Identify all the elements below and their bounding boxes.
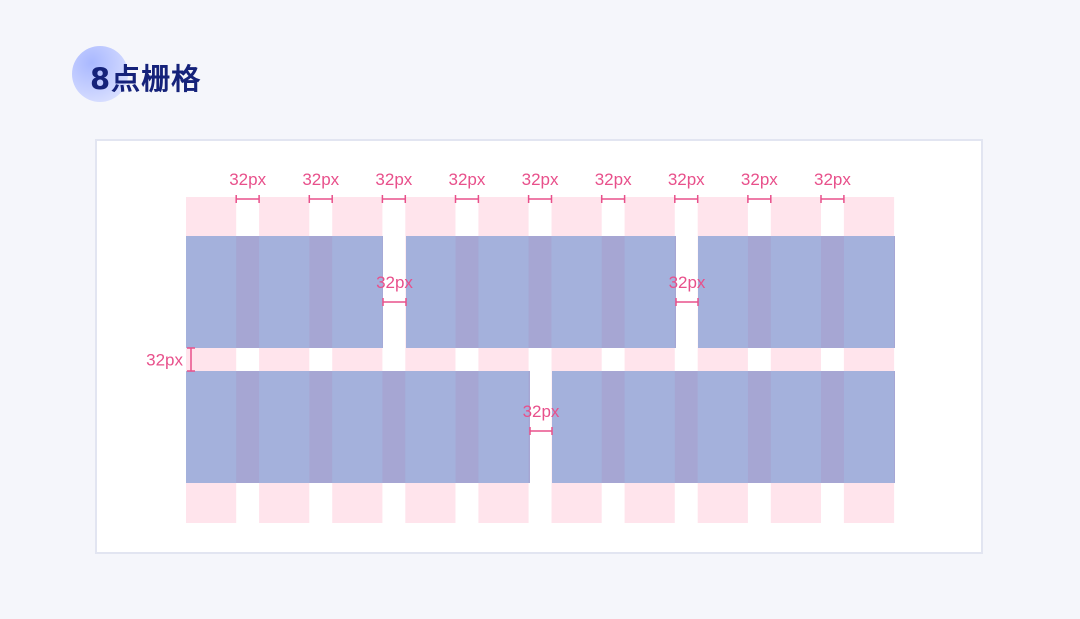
gutter-dimension: 32px: [302, 170, 340, 203]
column-overlap: [843, 236, 895, 348]
gutter-dimension: 32px: [595, 170, 632, 203]
block-gap-dimension: 32px: [523, 402, 560, 435]
column-overlap: [186, 371, 237, 483]
diagram-canvas: 32px 32px 32px 32px 32px 32px 32px 32px 32px 32px…: [95, 139, 983, 554]
block-gap-dimension: 32px: [669, 273, 706, 306]
column-overlap: [770, 371, 821, 483]
title-circle-icon: [72, 46, 128, 102]
column-overlap: [332, 371, 383, 483]
gutter-dimension: 32px: [522, 170, 559, 203]
column-overlap: [698, 236, 748, 348]
column-overlap: [624, 236, 675, 348]
dimension-label: 32px: [669, 273, 706, 292]
column-overlap: [478, 236, 529, 348]
column-overlap: [332, 236, 383, 348]
column-block-overlaps: [186, 236, 895, 483]
column-overlap: [405, 371, 456, 483]
column-overlap: [843, 371, 895, 483]
grid-diagram: 32px 32px 32px 32px 32px 32px 32px 32px 32px 32px…: [146, 170, 895, 523]
dimension-label: 32px: [741, 170, 778, 189]
dimension-label: 32px: [522, 170, 559, 189]
dimension-label: 32px: [375, 170, 412, 189]
dimension-label: 32px: [595, 170, 632, 189]
column-overlap: [406, 236, 456, 348]
column-overlap: [770, 236, 821, 348]
gutter-dimension: 32px: [375, 170, 413, 203]
column-overlap: [478, 371, 529, 483]
column-overlap: [697, 371, 748, 483]
dimension-label: 32px: [523, 402, 560, 421]
column-overlap: [259, 236, 310, 348]
block-gap-dimension: 32px: [376, 273, 413, 306]
gutter-dimension: 32px: [668, 170, 705, 203]
dimension-label: 32px: [668, 170, 705, 189]
page-title: 8点栅格: [90, 62, 202, 96]
row-gap-dimension: 32px: [146, 347, 195, 372]
column-overlap: [186, 236, 237, 348]
column-overlap: [624, 371, 675, 483]
gutter-dimension: 32px: [229, 170, 267, 203]
gutter-dimension: 32px: [741, 170, 778, 203]
column-overlap: [259, 371, 310, 483]
dimension-markers: 32px 32px 32px 32px 32px 32px 32px 32px 32px 32px…: [146, 170, 851, 435]
dimension-label: 32px: [376, 273, 413, 292]
column-overlap: [552, 371, 602, 483]
dimension-label: 32px: [814, 170, 851, 189]
dimension-label: 32px: [229, 170, 266, 189]
dimension-label: 32px: [146, 351, 183, 370]
column-overlap: [551, 236, 602, 348]
gutter-dimension: 32px: [449, 170, 486, 203]
dimension-label: 32px: [302, 170, 339, 189]
dimension-label: 32px: [449, 170, 486, 189]
gutter-dimension: 32px: [814, 170, 851, 203]
